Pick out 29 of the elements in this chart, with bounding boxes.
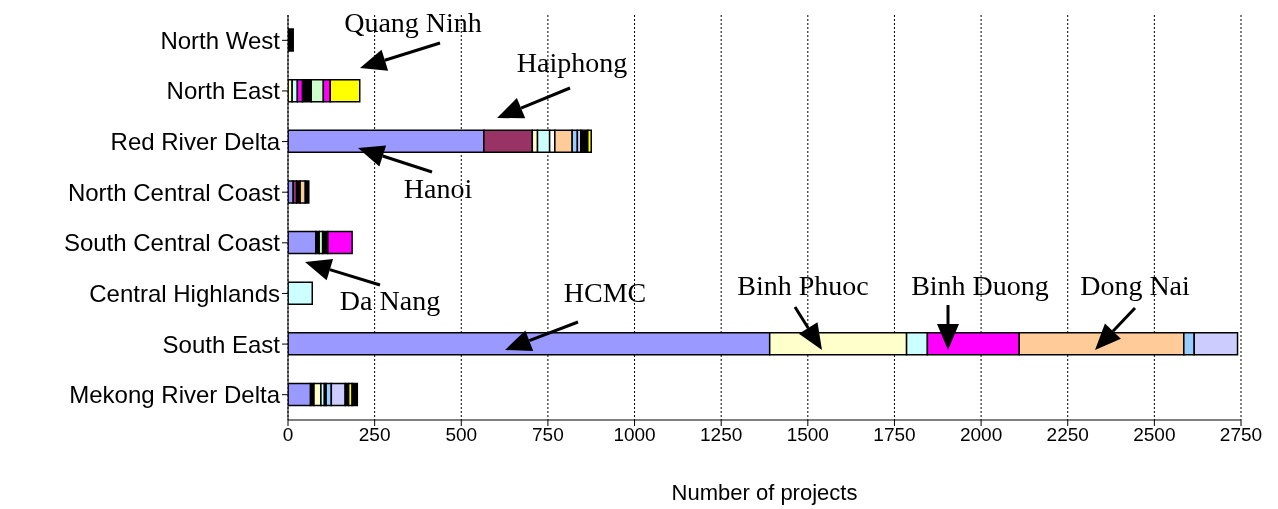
x-tick-label: 1000 [613,424,656,446]
annotation: Dong Nai [1080,269,1191,301]
annotation: HCMC [563,276,647,308]
x-tick-label: 2000 [959,424,1003,446]
x-axis-title: Number of projects [671,480,858,505]
x-tick-label: 1250 [700,424,743,446]
y-tick-label: South Central Coast [63,229,281,257]
y-tick-label: Mekong River Delta [69,381,281,409]
x-tick-label: 0 [282,424,294,446]
x-tick-label: 1750 [873,424,916,446]
x-tick-label: 2500 [1133,424,1176,446]
x-tick-label: 2750 [1219,424,1263,446]
annotation: Da Nang [339,284,441,316]
annotation: Binh Phuoc [737,269,869,301]
annotation: Hanoi [403,172,473,204]
annotation: Haiphong [516,46,628,78]
y-tick-label: North East [166,77,281,105]
x-tick-label: 250 [358,424,391,446]
y-tick-label: Red River Delta [110,128,281,156]
x-tick-label: 500 [445,424,478,446]
annotation: Binh Duong [911,269,1049,301]
x-tick-label: 750 [532,424,564,446]
x-tick-label: 2250 [1046,424,1089,446]
x-tick-label: 1500 [786,424,829,446]
y-tick-label: North Central Coast [67,178,281,206]
y-tick-label: North West [160,26,281,54]
y-tick-label: South East [162,330,281,358]
annotation: Quang Ninh [344,6,482,38]
y-tick-label: Central Highlands [89,279,280,307]
